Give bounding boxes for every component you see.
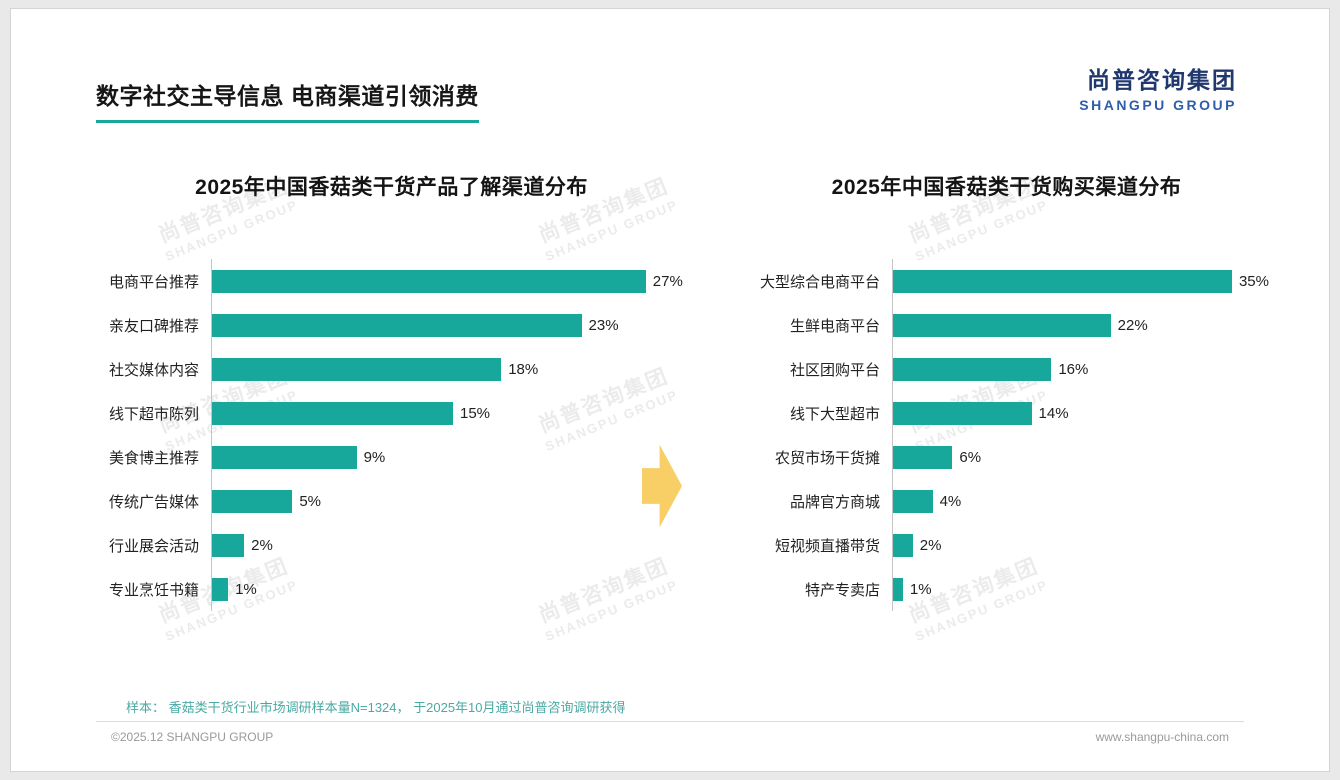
category-label: 特产专卖店	[804, 581, 880, 599]
bar-track: 6%	[892, 435, 1269, 479]
chart-title: 2025年中国香菇类干货产品了解渠道分布	[195, 176, 588, 199]
bar-track: 35%	[892, 259, 1269, 303]
bar-row: 行业展会活动 2%	[89, 523, 694, 567]
bar	[212, 313, 582, 337]
category-label: 美食博主推荐	[108, 449, 199, 467]
category-label: 社区团购平台	[789, 361, 880, 379]
chart-title: 2025年中国香菇类干货购买渠道分布	[831, 176, 1182, 199]
bar	[893, 489, 933, 513]
value-label: 5%	[299, 492, 322, 510]
company-logo: 尚普咨询集团 SHANGPU GROUP	[1079, 61, 1237, 113]
category-label: 线下大型超市	[789, 405, 880, 423]
bar	[212, 357, 502, 381]
awareness-channel-chart: 2025年中国香菇类干货产品了解渠道分布 电商平台推荐 27% 亲友口碑推荐 23% 社…	[89, 171, 694, 611]
category-label: 农贸市场干货摊	[774, 449, 880, 467]
bar-track: 22%	[892, 303, 1269, 347]
bar	[212, 577, 229, 601]
bar-row: 线下大型超市 14%	[744, 391, 1269, 435]
value-label: 35%	[1238, 272, 1269, 290]
bar-row: 亲友口碑推荐 23%	[89, 303, 694, 347]
logo-en-text: SHANGPU GROUP	[1079, 97, 1237, 113]
bar	[893, 313, 1111, 337]
bar-row: 线下超市陈列 15%	[89, 391, 694, 435]
value-label: 2%	[919, 536, 942, 554]
category-label: 行业展会活动	[108, 537, 199, 555]
value-label: 15%	[460, 404, 491, 422]
bar	[212, 401, 453, 425]
bar-row: 社交媒体内容 18%	[89, 347, 694, 391]
bar-row: 电商平台推荐 27%	[89, 259, 694, 303]
bar-row: 农贸市场干货摊 6%	[744, 435, 1269, 479]
value-label: 18%	[508, 360, 539, 378]
category-label: 生鲜电商平台	[789, 317, 880, 335]
bar-row: 传统广告媒体 5%	[89, 479, 694, 523]
value-label: 27%	[652, 272, 683, 290]
bar-row: 品牌官方商城 4%	[744, 479, 1269, 523]
bar	[893, 533, 913, 557]
bar	[212, 489, 293, 513]
category-label: 传统广告媒体	[108, 493, 199, 511]
bar-track: 5%	[211, 479, 694, 523]
bar-track: 27%	[211, 259, 694, 303]
bar-track: 2%	[211, 523, 694, 567]
bar	[212, 269, 646, 293]
category-label: 短视频直播带货	[774, 537, 880, 555]
category-label: 专业烹饪书籍	[108, 581, 199, 599]
bar	[893, 577, 903, 601]
bar-track: 9%	[211, 435, 694, 479]
value-label: 16%	[1058, 360, 1089, 378]
page-title: 数字社交主导信息 电商渠道引领消费	[96, 77, 479, 123]
bar-row: 短视频直播带货 2%	[744, 523, 1269, 567]
category-label: 电商平台推荐	[108, 273, 199, 291]
bar-track: 4%	[892, 479, 1269, 523]
value-label: 14%	[1038, 404, 1069, 422]
bar-row: 社区团购平台 16%	[744, 347, 1269, 391]
bar-track: 15%	[211, 391, 694, 435]
bar	[893, 445, 953, 469]
category-label: 社交媒体内容	[108, 361, 199, 379]
category-label: 品牌官方商城	[789, 493, 880, 511]
value-label: 9%	[363, 448, 386, 466]
purchase-channel-chart: 2025年中国香菇类干货购买渠道分布 大型综合电商平台 35% 生鲜电商平台 22% 社…	[744, 171, 1269, 611]
value-label: 6%	[959, 448, 982, 466]
footer-divider	[96, 721, 1244, 722]
sample-footnote: 样本： 香菇类干货行业市场调研样本量N=1324， 于2025年10月通过尚普咨…	[126, 700, 626, 715]
value-label: 1%	[909, 580, 932, 598]
bar-row: 美食博主推荐 9%	[89, 435, 694, 479]
bar-row: 专业烹饪书籍 1%	[89, 567, 694, 611]
value-label: 4%	[939, 492, 962, 510]
bar	[893, 357, 1052, 381]
bar-track: 16%	[892, 347, 1269, 391]
bar	[212, 445, 357, 469]
logo-cn-text: 尚普咨询集团	[1087, 67, 1237, 93]
footer-website: www.shangpu-china.com	[1095, 730, 1229, 744]
bar-row: 大型综合电商平台 35%	[744, 259, 1269, 303]
value-label: 2%	[251, 536, 273, 554]
bar-row: 特产专卖店 1%	[744, 567, 1269, 611]
bar	[212, 533, 245, 557]
bar-track: 1%	[892, 567, 1269, 611]
bar	[893, 269, 1232, 293]
slide: 尚普咨询集团 SHANGPU GROUP 尚普咨询集团 SHANGPU GROUP …	[10, 8, 1330, 772]
bar	[893, 401, 1032, 425]
bar-track: 1%	[211, 567, 694, 611]
category-label: 大型综合电商平台	[759, 273, 880, 291]
chart-body: 电商平台推荐 27% 亲友口碑推荐 23% 社交媒体内容 18% 线下超市陈列 15% 美食博主…	[89, 259, 694, 611]
value-label: 23%	[588, 316, 619, 334]
value-label: 1%	[235, 580, 257, 598]
bar-track: 18%	[211, 347, 694, 391]
chart-body: 大型综合电商平台 35% 生鲜电商平台 22% 社区团购平台 16% 线下大型超市 14% 农贸…	[744, 259, 1269, 611]
bar-row: 生鲜电商平台 22%	[744, 303, 1269, 347]
category-label: 亲友口碑推荐	[108, 317, 199, 335]
footer-copyright: ©2025.12 SHANGPU GROUP	[111, 730, 274, 744]
value-label: 22%	[1117, 316, 1148, 334]
bar-track: 2%	[892, 523, 1269, 567]
bar-track: 23%	[211, 303, 694, 347]
bar-track: 14%	[892, 391, 1269, 435]
category-label: 线下超市陈列	[108, 405, 199, 423]
